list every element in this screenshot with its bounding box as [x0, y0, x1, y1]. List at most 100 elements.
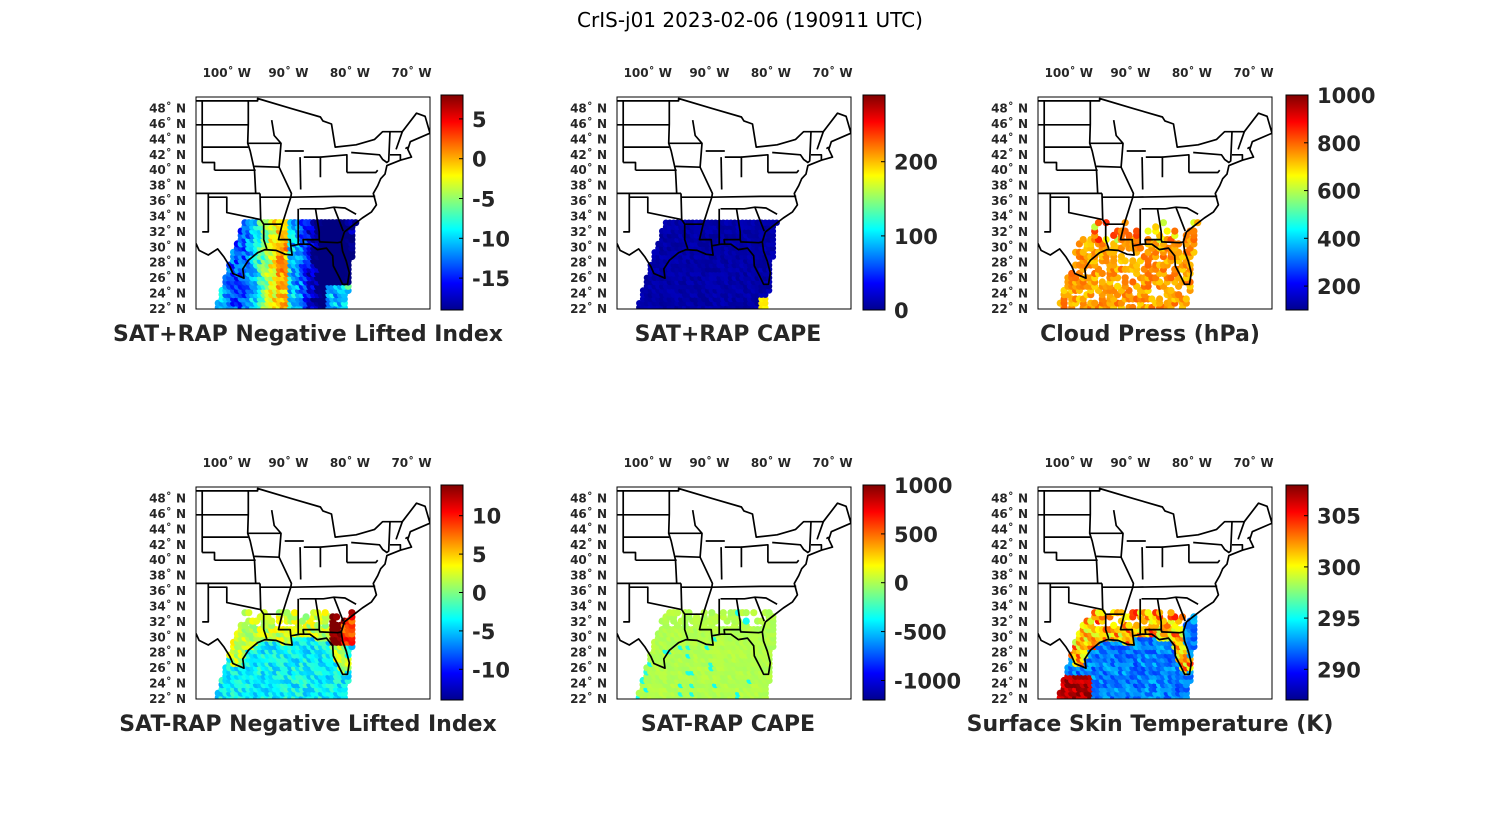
lat-tick-label: 22˚ N [991, 301, 1028, 316]
map-panel: 100˚ W 90˚ W 80˚ W 70˚ W 48˚ N46˚ N44˚ N42˚ … [991, 65, 1375, 347]
swath-point [1156, 295, 1164, 303]
lon-tick-label: 100˚ W [203, 65, 251, 80]
state-border [1133, 195, 1218, 199]
state-border [333, 206, 344, 232]
lat-tick-label: 32˚ N [991, 614, 1028, 629]
state-borders [196, 487, 430, 676]
lat-tick-label: 38˚ N [570, 568, 607, 583]
data-swath [214, 219, 360, 309]
state-border [772, 131, 812, 164]
swath-point [1144, 609, 1152, 617]
lat-tick-label: 38˚ N [570, 178, 607, 193]
state-border [299, 157, 302, 190]
swath-point [1144, 227, 1152, 235]
state-border [1175, 206, 1186, 232]
lat-tick-label: 46˚ N [149, 506, 186, 521]
lat-tick-label: 46˚ N [149, 116, 186, 131]
state-border [623, 551, 637, 561]
state-border [629, 196, 682, 221]
state-border [390, 153, 402, 161]
lon-tick-label: 80˚ W [330, 65, 370, 80]
colorbar-tick-label: 0 [894, 572, 909, 596]
state-border [767, 169, 800, 174]
colorbar-tick-label: -500 [894, 621, 947, 645]
lat-tick-label: 24˚ N [149, 286, 186, 301]
state-border [1175, 596, 1186, 622]
state-border [816, 131, 825, 150]
colorbar-tick-label: 300 [1317, 556, 1361, 580]
lat-tick-label: 24˚ N [991, 286, 1028, 301]
lon-tick-label: 100˚ W [203, 455, 251, 470]
map-panel: 100˚ W 90˚ W 80˚ W 70˚ W 48˚ N46˚ N44˚ N42˚ … [967, 455, 1361, 737]
state-borders [1038, 487, 1272, 676]
state-border [667, 100, 678, 194]
state-border [675, 165, 701, 169]
swath-point [1094, 219, 1103, 227]
state-border [1044, 583, 1052, 623]
data-swath [1056, 609, 1198, 699]
lat-tick-label: 42˚ N [149, 537, 186, 552]
lat-tick-label: 42˚ N [991, 147, 1028, 162]
panel-grid: 100˚ W 90˚ W 80˚ W 70˚ W48˚ N46˚ N44˚ N42˚ … [113, 65, 1375, 737]
lat-tick-label: 36˚ N [149, 583, 186, 598]
lat-tick-label: 44˚ N [991, 131, 1028, 146]
colorbar-tick-label: -10 [472, 658, 510, 682]
state-border [202, 551, 216, 561]
lat-tick-label: 26˚ N [149, 660, 186, 675]
swath-point [1163, 227, 1171, 235]
lat-tick-label: 40˚ N [570, 552, 607, 567]
lat-tick-label: 44˚ N [991, 521, 1028, 536]
lat-tick-label: 28˚ N [570, 255, 607, 270]
state-border [320, 543, 348, 563]
map-frame [1037, 486, 1273, 700]
state-border [712, 195, 797, 199]
colorbar-tick-label: -15 [472, 267, 510, 291]
state-border [772, 521, 812, 554]
state-border [246, 490, 257, 584]
lat-tick-label: 22˚ N [149, 301, 186, 316]
lat-tick-label: 32˚ N [991, 224, 1028, 239]
state-border [1160, 629, 1184, 634]
state-border [1162, 543, 1190, 563]
lat-tick-label: 32˚ N [570, 614, 607, 629]
lat-tick-label: 28˚ N [149, 645, 186, 660]
lon-tick-label: 80˚ W [751, 65, 791, 80]
lat-tick-label: 22˚ N [991, 691, 1028, 706]
swath-point [1079, 236, 1087, 244]
swath-point [719, 609, 727, 617]
lat-tick-label: 34˚ N [991, 209, 1028, 224]
lat-tick-label: 48˚ N [149, 491, 186, 506]
lat-tick-label: 28˚ N [149, 255, 186, 270]
state-border [754, 206, 765, 232]
state-border [390, 543, 402, 551]
colorbar [1285, 94, 1309, 311]
state-border [1193, 521, 1233, 554]
state-border [1050, 586, 1103, 611]
colorbar-tick-label: -5 [472, 188, 495, 212]
map-frame [195, 96, 431, 310]
swath-point [1167, 286, 1175, 295]
figure-title: CrIS-j01 2023-02-06 (190911 UTC) [577, 8, 923, 32]
state-border [623, 161, 637, 171]
lat-tick-label: 36˚ N [570, 193, 607, 208]
state-border [1141, 547, 1144, 580]
swath-point [1175, 291, 1183, 299]
colorbar-tick-label: 800 [1317, 132, 1361, 156]
swath-point [708, 609, 716, 617]
state-border [1237, 521, 1246, 540]
state-border [720, 547, 723, 580]
state-border [1193, 131, 1233, 164]
lat-tick-label: 40˚ N [149, 162, 186, 177]
lat-tick-label: 32˚ N [570, 224, 607, 239]
state-border [629, 586, 682, 611]
state-border [623, 583, 631, 623]
lat-tick-label: 42˚ N [149, 147, 186, 162]
state-border [825, 146, 830, 150]
swath-point [1171, 227, 1179, 235]
lat-tick-label: 36˚ N [149, 193, 186, 208]
lat-tick-label: 38˚ N [149, 178, 186, 193]
lat-tick-label: 38˚ N [149, 568, 186, 583]
lon-tick-label: 90˚ W [268, 455, 308, 470]
colorbar-tick-label: 10 [472, 505, 501, 529]
lat-tick-label: 26˚ N [570, 270, 607, 285]
